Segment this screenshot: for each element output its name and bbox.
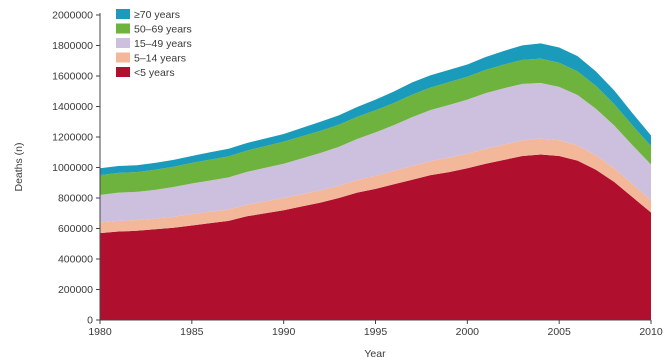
chart-legend: ≥70 years 50–69 years 15–49 years 5–14 year… <box>116 9 192 79</box>
legend-swatch <box>116 9 130 19</box>
x-tick-label: 2000 <box>456 326 480 338</box>
y-tick-label: 2000000 <box>52 10 93 22</box>
legend-swatch <box>116 38 130 48</box>
x-axis-title: Year <box>364 348 386 360</box>
legend-label: 15–49 years <box>134 38 192 50</box>
legend-swatch <box>116 23 130 34</box>
y-tick-label: 1000000 <box>52 162 93 174</box>
legend-label: ≥70 years <box>134 9 180 21</box>
legend-label: <5 years <box>134 67 175 79</box>
chart-axes: 0 200000 400000 600000 800000 1000000 1200000 1… <box>52 10 663 339</box>
y-tick-label: 400000 <box>58 254 93 266</box>
y-tick-label: 1400000 <box>52 101 93 113</box>
legend-swatch <box>116 52 130 63</box>
area-series-0 <box>100 154 651 320</box>
y-axis-title: Deaths (n) <box>13 142 25 191</box>
x-tick-label: 1985 <box>180 326 204 338</box>
x-tick-label: 1995 <box>364 326 388 338</box>
x-tick-label: 2010 <box>639 326 663 338</box>
y-tick-label: 0 <box>87 315 93 327</box>
y-tick-label: 600000 <box>58 223 93 235</box>
area-series-1 <box>100 138 651 234</box>
legend-label: 5–14 years <box>134 53 186 65</box>
x-tick-label: 1980 <box>88 326 112 338</box>
chart-areas <box>100 43 651 320</box>
legend-label: 50–69 years <box>134 24 192 36</box>
y-tick-label: 1800000 <box>52 40 93 52</box>
y-tick-label: 200000 <box>58 284 93 296</box>
legend-swatch <box>116 67 130 77</box>
y-tick-label: 1200000 <box>52 132 93 144</box>
y-tick-label: 800000 <box>58 193 93 205</box>
y-tick-label: 1600000 <box>52 71 93 83</box>
area-series-2 <box>100 83 651 223</box>
area-series-4 <box>100 43 651 176</box>
x-tick-label: 2005 <box>547 326 571 338</box>
area-series-3 <box>100 58 651 195</box>
x-tick-label: 1990 <box>272 326 296 338</box>
